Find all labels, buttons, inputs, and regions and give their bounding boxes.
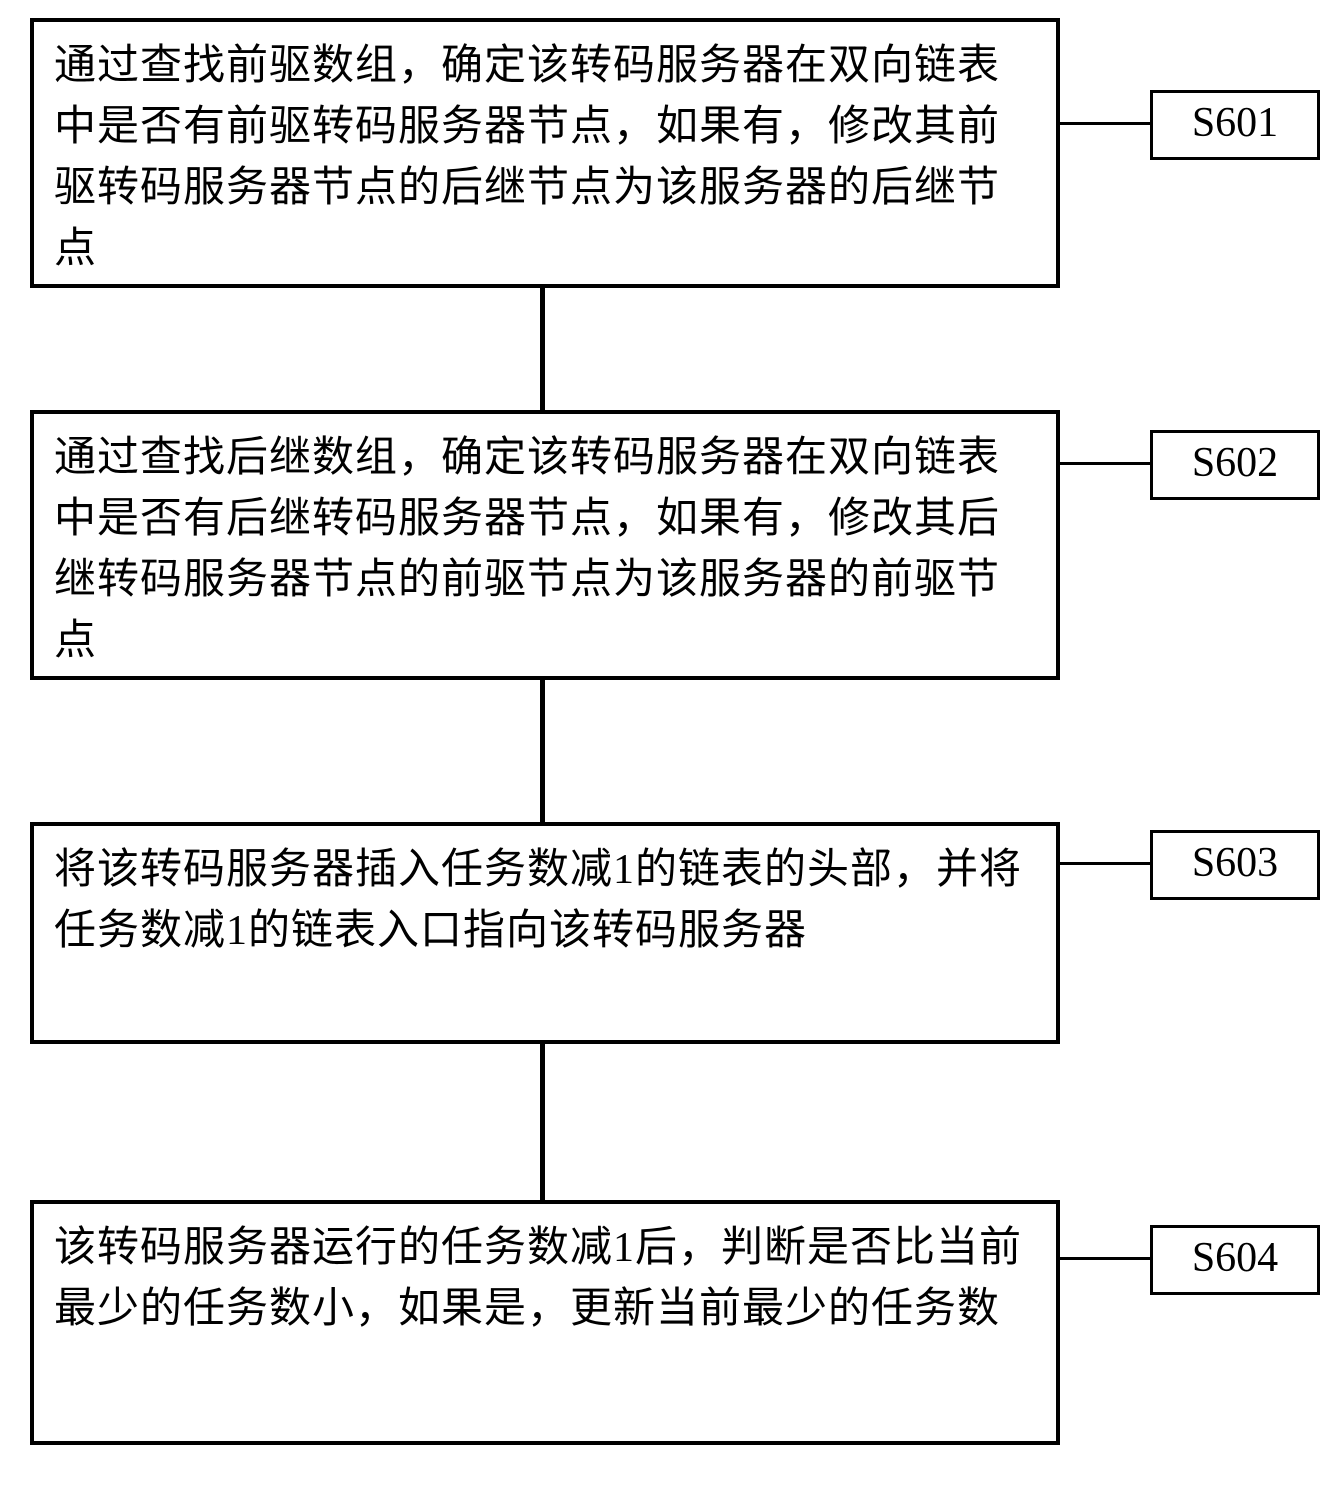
step-box-s604: 该转码服务器运行的任务数减1后，判断是否比当前最少的任务数小，如果是，更新当前最… xyxy=(30,1200,1060,1445)
step-label-s603: S603 xyxy=(1150,830,1320,900)
step-text: 通过查找后继数组，确定该转码服务器在双向链表中是否有后继转码服务器节点，如果有，… xyxy=(54,435,1000,664)
step-box-s602: 通过查找后继数组，确定该转码服务器在双向链表中是否有后继转码服务器节点，如果有，… xyxy=(30,410,1060,680)
label-connector xyxy=(1060,122,1150,125)
step-text: 通过查找前驱数组，确定该转码服务器在双向链表中是否有前驱转码服务器节点，如果有，… xyxy=(54,43,1000,272)
step-label-s601: S601 xyxy=(1150,90,1320,160)
step-text: 该转码服务器运行的任务数减1后，判断是否比当前最少的任务数小，如果是，更新当前最… xyxy=(54,1225,1022,1332)
label-connector xyxy=(1060,862,1150,865)
step-label-text: S603 xyxy=(1192,840,1278,886)
step-text: 将该转码服务器插入任务数减1的链表的头部，并将任务数减1的链表入口指向该转码服务… xyxy=(54,847,1022,954)
step-label-s604: S604 xyxy=(1150,1225,1320,1295)
step-box-s603: 将该转码服务器插入任务数减1的链表的头部，并将任务数减1的链表入口指向该转码服务… xyxy=(30,822,1060,1044)
label-connector xyxy=(1060,462,1150,465)
step-label-text: S604 xyxy=(1192,1235,1278,1281)
step-label-text: S601 xyxy=(1192,100,1278,146)
flow-connector-vertical xyxy=(540,288,545,410)
label-connector xyxy=(1060,1257,1150,1260)
step-label-text: S602 xyxy=(1192,440,1278,486)
flowchart-canvas: 通过查找前驱数组，确定该转码服务器在双向链表中是否有前驱转码服务器节点，如果有，… xyxy=(0,0,1326,1500)
flow-connector-vertical xyxy=(540,680,545,822)
flow-connector-vertical xyxy=(540,1044,545,1200)
step-label-s602: S602 xyxy=(1150,430,1320,500)
step-box-s601: 通过查找前驱数组，确定该转码服务器在双向链表中是否有前驱转码服务器节点，如果有，… xyxy=(30,18,1060,288)
